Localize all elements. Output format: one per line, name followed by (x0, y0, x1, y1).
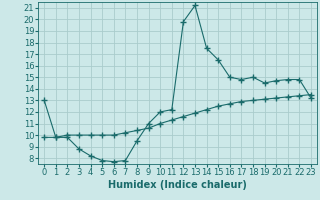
X-axis label: Humidex (Indice chaleur): Humidex (Indice chaleur) (108, 180, 247, 190)
